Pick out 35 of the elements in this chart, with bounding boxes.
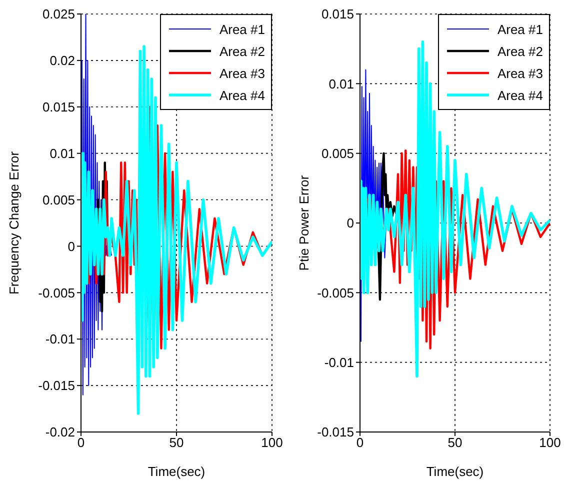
legend-label: Area #4 [219,88,265,102]
y-axis-title: Ptie Power Error [296,174,312,271]
x-tick-label: 50 [448,435,462,450]
y-tick-label: -0.01 [324,354,354,370]
x-tick-label: 50 [169,435,184,450]
y-tick-label: 0.025 [42,6,75,22]
y-tick-label: -0.005 [317,285,354,300]
y-tick-label: -0.005 [38,285,75,300]
legend-label: Area #3 [219,66,265,80]
y-tick-label: 0.01 [328,76,354,92]
x-tick-label: 100 [539,435,561,450]
y-tick-label: 0 [68,238,75,254]
x-axis-title: Time(sec) [148,464,206,479]
x-axis-title: Time(sec) [426,464,484,479]
y-tick-label: 0 [346,216,354,231]
y-tick-label: 0.015 [321,6,354,22]
y-tick-label: -0.02 [45,424,75,440]
y-tick-label: -0.015 [38,378,75,394]
y-tick-label: 0.02 [50,53,75,68]
y-axis-title: Frequency Change Error [6,150,22,295]
x-tick-label: 0 [77,435,85,450]
y-tick-label: -0.01 [45,332,75,347]
legend-label: Area #2 [497,44,543,58]
y-tick-label: 0.01 [50,146,75,161]
legend-label: Area #4 [497,88,543,102]
legend-label: Area #1 [219,22,265,36]
legend-label: Area #3 [497,66,543,80]
y-tick-label: 0.005 [321,146,354,161]
legend-label: Area #1 [497,22,543,36]
y-tick-label: 0.015 [42,100,75,115]
y-tick-label: 0.005 [42,192,75,208]
y-tick-label: -0.015 [317,424,354,440]
x-tick-label: 0 [356,435,364,450]
x-tick-label: 100 [261,435,283,450]
legend-label: Area #2 [219,44,265,58]
